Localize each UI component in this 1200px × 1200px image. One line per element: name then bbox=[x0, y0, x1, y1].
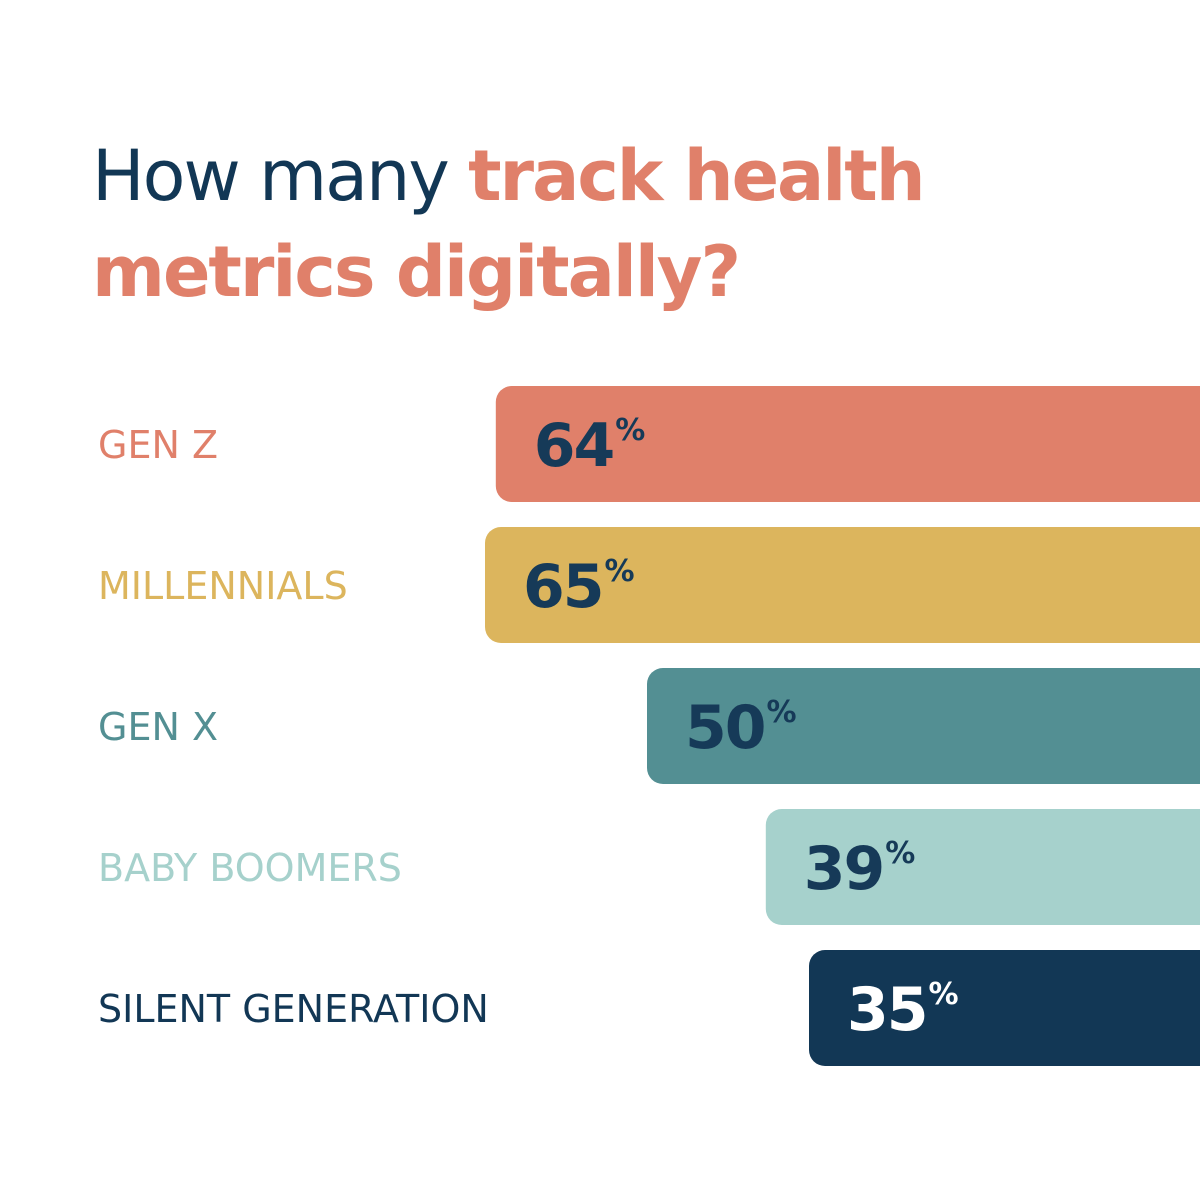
category-label-gen-x: GEN X bbox=[98, 705, 218, 749]
bar-baby-boomers bbox=[765, 809, 1200, 925]
value-label-millennials: 65% bbox=[523, 552, 635, 622]
value-label-gen-x: 50% bbox=[685, 693, 797, 763]
chart-title: How many track health metrics digitally? bbox=[92, 128, 1142, 320]
bar-millennials bbox=[485, 527, 1200, 643]
bar-gen-x bbox=[647, 668, 1200, 784]
bar-group-baby-boomers: BABY BOOMERS 39% bbox=[98, 809, 1200, 925]
chart-title-accent: track health metrics digitally? bbox=[92, 135, 926, 313]
bar-group-gen-z: GEN Z 64% bbox=[98, 386, 1200, 502]
value-label-baby-boomers: 39% bbox=[804, 834, 916, 904]
bar-group-millennials: MILLENNIALS 65% bbox=[98, 527, 1200, 643]
category-label-millennials: MILLENNIALS bbox=[98, 564, 348, 608]
bar-group-silent-generation: SILENT GENERATION 35% bbox=[98, 950, 1200, 1066]
bar-gen-z bbox=[495, 386, 1200, 502]
chart-title-plain: How many bbox=[92, 135, 469, 217]
category-label-baby-boomers: BABY BOOMERS bbox=[98, 846, 402, 890]
value-label-gen-z: 64% bbox=[534, 411, 646, 481]
value-label-silent-generation: 35% bbox=[847, 975, 959, 1045]
bar-group-gen-x: GEN X 50% bbox=[98, 668, 1200, 784]
category-label-silent-generation: SILENT GENERATION bbox=[98, 987, 489, 1031]
bar-silent-generation bbox=[809, 950, 1200, 1066]
category-label-gen-z: GEN Z bbox=[98, 423, 218, 467]
